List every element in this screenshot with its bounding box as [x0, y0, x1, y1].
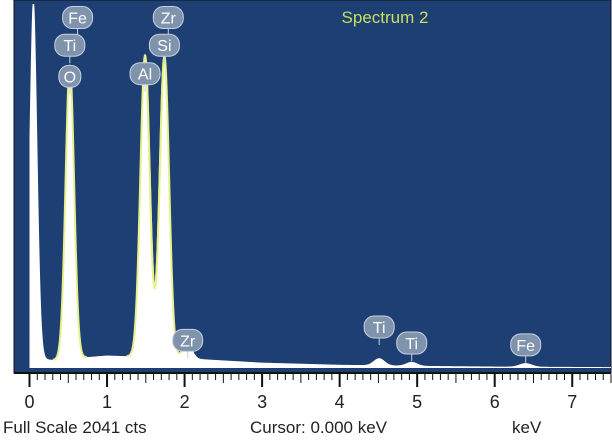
peak-label-text: Ti — [373, 320, 386, 337]
peak-label: Ti — [396, 331, 428, 362]
peak-label: Zr — [172, 328, 204, 359]
x-axis-ticks: 0 1 2 3 4 5 6 7 — [24, 374, 612, 412]
peak-label-text: Fe — [68, 11, 87, 28]
peak-label-text: Zr — [180, 333, 196, 350]
peak-label: Ti — [54, 33, 86, 64]
peak-label-text: Fe — [516, 338, 535, 355]
peak-label: Ti — [363, 315, 395, 345]
peak-label: Zr — [152, 6, 184, 36]
cursor-readout: Cursor: 0.000 keV — [250, 418, 388, 437]
x-axis-tick-label: 2 — [180, 392, 190, 412]
x-axis-tick-label: 0 — [24, 392, 34, 412]
peak-label: Fe — [62, 6, 94, 36]
peak-label-text: Zr — [161, 11, 177, 28]
peak-label-text: Ti — [405, 336, 418, 353]
peak-label-text: Si — [157, 38, 171, 55]
x-axis-tick-label: 7 — [567, 392, 577, 412]
peak-label-text: O — [64, 69, 76, 86]
peak-label-text: Al — [138, 67, 152, 84]
full-scale-readout: Full Scale 2041 cts — [3, 418, 147, 437]
x-axis-tick-label: 4 — [335, 392, 345, 412]
plot-area — [13, 0, 612, 374]
x-axis-tick-label: 3 — [257, 392, 267, 412]
x-axis-unit-label: keV — [512, 418, 542, 437]
x-axis-tick-label: 6 — [490, 392, 500, 412]
peak-label: Si — [148, 33, 180, 64]
x-axis-tick-label: 1 — [102, 392, 112, 412]
peak-label: Fe — [510, 333, 542, 363]
peak-label: Al — [129, 62, 161, 92]
peak-label-group: Fe Ti O Zr Si Al Zr Ti Ti Fe — [54, 6, 542, 363]
peak-label: O — [58, 64, 82, 95]
peak-label-text: Ti — [63, 38, 76, 55]
spectrum-fill — [29, 4, 612, 368]
spectrum-title: Spectrum 2 — [342, 8, 429, 27]
x-axis-tick-label: 5 — [412, 392, 422, 412]
